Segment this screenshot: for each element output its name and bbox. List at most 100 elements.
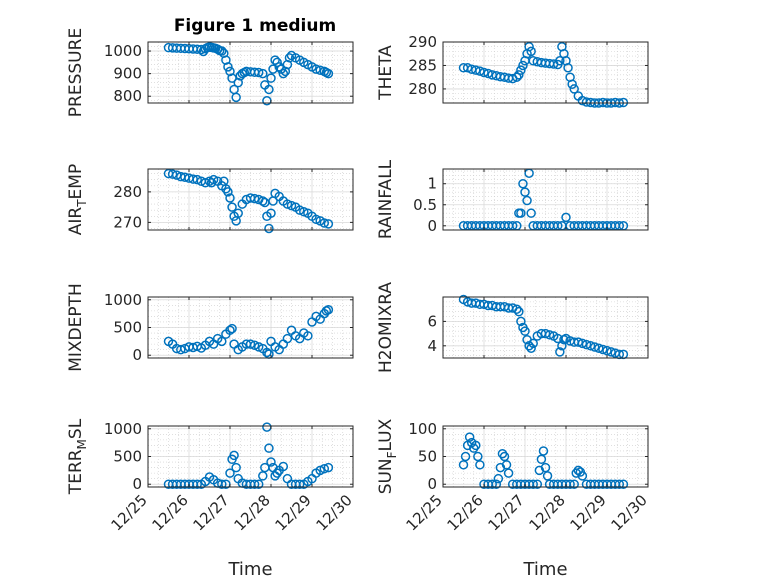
data-point [602,345,612,356]
data-point [266,73,276,83]
y-tick-label: 500 [113,319,142,337]
subplot-h2omixra: 4 6 H2OMIXRA [376,282,649,373]
data-point [469,443,479,453]
y-tick-label: 4 [427,337,437,355]
data-point [483,68,493,79]
data-point [540,462,551,473]
y-axis-label: PRESSURE [66,28,86,117]
axes-frame [442,168,649,231]
data-point [270,55,280,65]
subplot-terr-msl: 0 500 1000 TERRMSL 12/2512/2612/2712/2812/29… [66,418,356,580]
data-point [282,199,293,209]
data-point [323,305,334,315]
data-point [512,72,522,82]
y-axis-label: SUNFLUX [376,418,399,494]
y-tick-label: 900 [113,65,142,83]
data-point [200,177,211,188]
data-point [528,338,538,349]
x-tick-label: 12/29 [272,491,315,534]
data-point [501,460,512,470]
data-point [231,92,241,103]
data-point [272,57,282,68]
data-point [561,212,571,223]
data-point [253,479,264,489]
data-point [589,342,600,352]
data-point [471,65,481,75]
data-point [577,471,588,481]
data-point [227,73,237,83]
data-point [520,187,530,197]
data-point [225,193,235,203]
data-point [167,169,178,179]
data-point [520,326,530,336]
y-tick-label: 0 [427,217,437,235]
data-point [245,339,256,349]
y-axis-label: H2OMIXRA [376,282,396,373]
x-tick-label: 12/25 [108,491,151,534]
subplot-sun-flux: 0 50 100 SUNFLUX12/2512/2612/2712/2812/2912… [376,418,651,580]
data-point [229,450,239,461]
data-point [614,479,625,489]
data-point [299,206,309,217]
data-point [294,205,305,215]
subplot-mixdepth: 0 500 1000 MIXDEPTH [66,283,354,372]
data-point [319,218,330,228]
data-point [555,56,565,66]
data-point [618,479,629,489]
data-point [227,323,237,334]
data-point [532,479,543,489]
data-point [258,471,268,481]
x-axis-label: Time [227,559,272,580]
data-point [460,451,471,462]
x-tick-label: 12/26 [149,491,192,534]
data-point [464,432,475,442]
data-point [526,46,536,57]
data-point [462,63,473,73]
subplot-pressure: 800 900 1000 PRESSURE [66,28,354,117]
x-tick-label: 12/28 [231,491,274,534]
data-point [192,479,202,489]
data-point [258,196,268,206]
data-point [278,461,289,472]
data-point [282,333,293,344]
data-point [557,341,567,351]
data-point [514,70,524,80]
y-tick-label: 6 [427,312,437,330]
data-point [319,463,330,474]
axes-frame [442,41,649,104]
axes-frame [147,168,354,231]
data-point [264,443,274,453]
data-point [323,462,334,473]
y-tick-label: 280 [113,183,142,201]
data-point [522,195,532,206]
data-point [315,65,325,75]
subplot-air-temp: 270 280 AIRTEMP [66,164,354,235]
data-point [217,479,227,489]
data-point [516,316,526,327]
data-point [606,347,616,357]
y-tick-label: 100 [408,420,437,438]
data-point [323,68,334,79]
subplot-theta: 280 285 290 THETA [376,33,649,108]
data-point [217,336,227,347]
data-point [223,187,233,197]
data-point [567,79,577,89]
data-point [227,202,237,212]
data-point [253,67,264,78]
data-point [499,451,510,462]
data-point [581,339,592,350]
axes-frame [147,41,354,104]
data-point [223,62,233,72]
data-point [538,446,549,456]
data-point [594,343,604,353]
y-tick-label: 1000 [104,420,142,438]
data-point [231,462,241,473]
data-point [475,66,485,76]
x-tick-label: 12/30 [608,491,651,534]
y-tick-label: 280 [408,80,437,98]
y-tick-label: 285 [408,56,437,74]
x-tick-label: 12/26 [444,491,487,534]
x-tick-label: 12/27 [190,491,233,534]
y-tick-label: 1000 [104,42,142,60]
